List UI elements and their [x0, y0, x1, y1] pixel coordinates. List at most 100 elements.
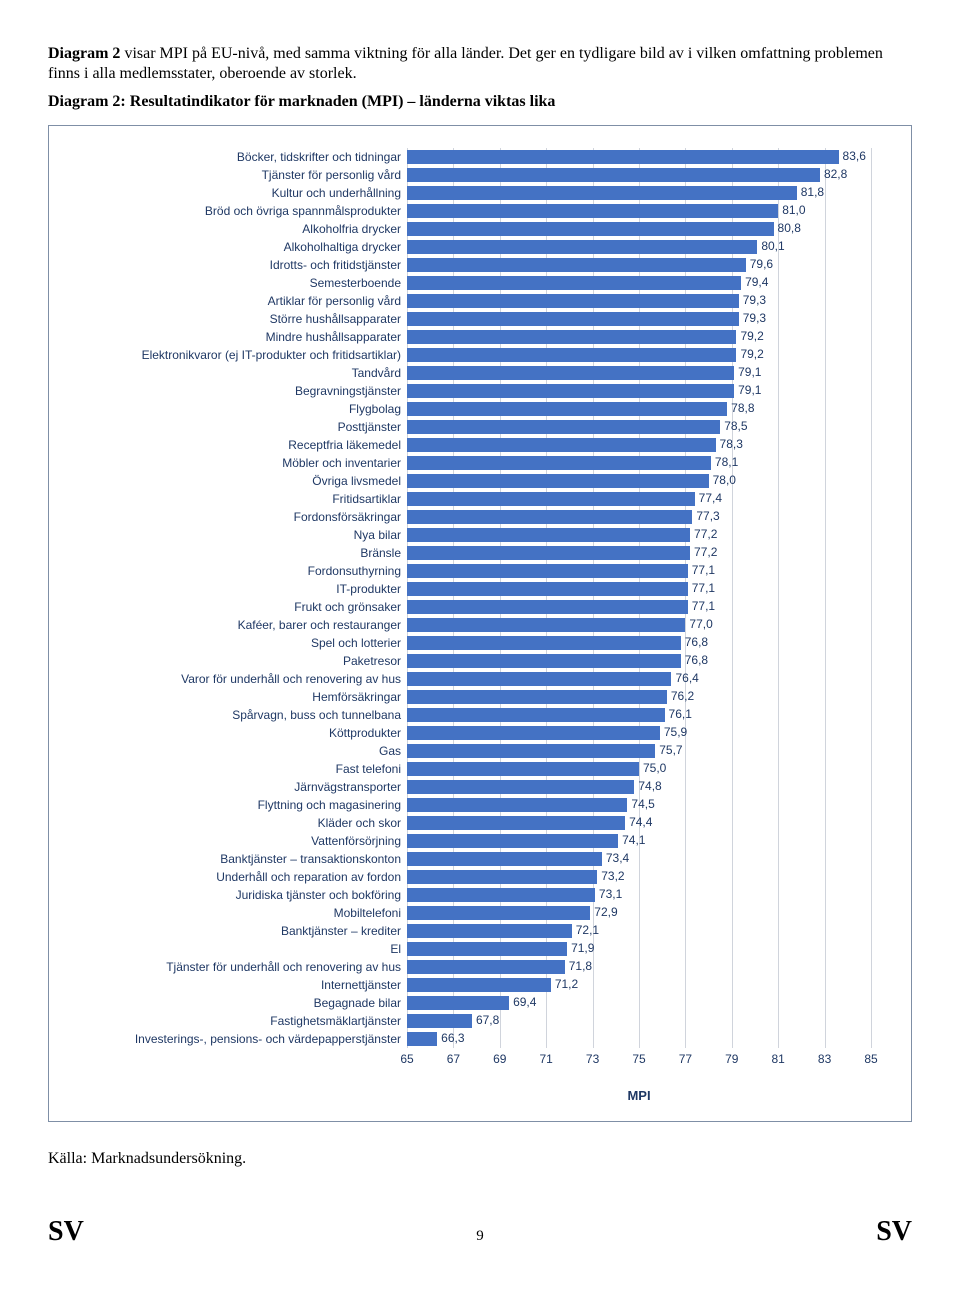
- row-label: Fritidsartiklar: [69, 492, 407, 506]
- value-label: 72,9: [594, 905, 617, 919]
- plot-cell: 75,7: [407, 742, 871, 760]
- bar: [407, 1032, 437, 1046]
- row-label: Banktjänster – transaktionskonton: [69, 852, 407, 866]
- chart-row: Vattenförsörjning74,1: [69, 832, 871, 850]
- bar: [407, 996, 509, 1010]
- row-label: Artiklar för personlig vård: [69, 294, 407, 308]
- x-axis-title: MPI: [407, 1088, 871, 1103]
- bar: [407, 690, 667, 704]
- chart-row: Receptfria läkemedel78,3: [69, 436, 871, 454]
- plot-cell: 79,3: [407, 292, 871, 310]
- chart-row: Begagnade bilar69,4: [69, 994, 871, 1012]
- value-label: 75,7: [659, 743, 682, 757]
- plot-cell: 79,1: [407, 364, 871, 382]
- row-label: Idrotts- och fritidstjänster: [69, 258, 407, 272]
- value-label: 71,2: [555, 977, 578, 991]
- bar: [407, 294, 739, 308]
- row-label: Bränsle: [69, 546, 407, 560]
- row-label: Alkoholfria drycker: [69, 222, 407, 236]
- row-label: Posttjänster: [69, 420, 407, 434]
- chart-row: Elektronikvaror (ej IT-produkter och fri…: [69, 346, 871, 364]
- value-label: 77,1: [692, 563, 715, 577]
- plot-cell: 77,3: [407, 508, 871, 526]
- chart-row: Fordonsförsäkringar77,3: [69, 508, 871, 526]
- value-label: 79,6: [750, 257, 773, 271]
- plot-cell: 83,6: [407, 148, 871, 166]
- plot-cell: 75,0: [407, 760, 871, 778]
- chart-row: Böcker, tidskrifter och tidningar83,6: [69, 148, 871, 166]
- chart-row: Idrotts- och fritidstjänster 79,6: [69, 256, 871, 274]
- chart-row: Investerings-, pensions- och värdepapper…: [69, 1030, 871, 1048]
- x-axis: 6567697173757779818385: [69, 1050, 871, 1072]
- bar: [407, 384, 734, 398]
- chart-row: Större hushållsapparater79,3: [69, 310, 871, 328]
- row-label: Spel och lotterier: [69, 636, 407, 650]
- chart-row: Internettjänster71,2: [69, 976, 871, 994]
- value-label: 81,8: [801, 185, 824, 199]
- value-label: 73,1: [599, 887, 622, 901]
- chart-row: Artiklar för personlig vård79,3: [69, 292, 871, 310]
- chart-rows: Böcker, tidskrifter och tidningar83,6Tjä…: [69, 148, 871, 1048]
- plot-cell: 78,0: [407, 472, 871, 490]
- value-label: 69,4: [513, 995, 536, 1009]
- plot-cell: 74,4: [407, 814, 871, 832]
- x-tick: 75: [632, 1052, 645, 1066]
- x-axis-ticks: 6567697173757779818385: [407, 1050, 871, 1072]
- row-label: Elektronikvaror (ej IT-produkter och fri…: [69, 348, 407, 362]
- row-label: Alkoholhaltiga drycker: [69, 240, 407, 254]
- plot-cell: 79,3: [407, 310, 871, 328]
- chart-row: Tandvård79,1: [69, 364, 871, 382]
- bar: [407, 150, 839, 164]
- bar: [407, 942, 567, 956]
- row-label: Juridiska tjänster och bokföring: [69, 888, 407, 902]
- chart-row: Bränsle77,2: [69, 544, 871, 562]
- x-tick: 67: [447, 1052, 460, 1066]
- value-label: 79,2: [740, 329, 763, 343]
- plot-cell: 73,4: [407, 850, 871, 868]
- chart-row: Begravningstjänster79,1: [69, 382, 871, 400]
- plot-cell: 67,8: [407, 1012, 871, 1030]
- chart-title: Diagram 2: Resultatindikator för marknad…: [48, 93, 912, 111]
- bar: [407, 672, 671, 686]
- bar: [407, 888, 595, 902]
- row-label: Större hushållsapparater: [69, 312, 407, 326]
- value-label: 76,1: [669, 707, 692, 721]
- plot-cell: 78,3: [407, 436, 871, 454]
- row-label: Semesterboende: [69, 276, 407, 290]
- bar: [407, 582, 688, 596]
- plot-cell: 66,3: [407, 1030, 871, 1048]
- page-number: 9: [476, 1228, 484, 1245]
- bar: [407, 744, 655, 758]
- value-label: 78,5: [724, 419, 747, 433]
- plot-cell: 79,2: [407, 346, 871, 364]
- bar: [407, 420, 720, 434]
- intro-paragraph: Diagram 2 visar MPI på EU-nivå, med samm…: [48, 44, 912, 83]
- chart-row: Posttjänster 78,5: [69, 418, 871, 436]
- bar: [407, 708, 665, 722]
- bar: [407, 402, 727, 416]
- row-label: El: [69, 942, 407, 956]
- plot-cell: 76,8: [407, 652, 871, 670]
- row-label: Hemförsäkringar: [69, 690, 407, 704]
- plot-cell: 75,9: [407, 724, 871, 742]
- bar: [407, 348, 736, 362]
- plot-cell: 71,2: [407, 976, 871, 994]
- chart-row: IT-produkter77,1: [69, 580, 871, 598]
- plot-cell: 74,5: [407, 796, 871, 814]
- row-label: Köttprodukter: [69, 726, 407, 740]
- value-label: 77,4: [699, 491, 722, 505]
- value-label: 76,4: [675, 671, 698, 685]
- row-label: Flygbolag: [69, 402, 407, 416]
- plot-cell: 81,0: [407, 202, 871, 220]
- bar: [407, 762, 639, 776]
- value-label: 74,5: [631, 797, 654, 811]
- x-tick: 69: [493, 1052, 506, 1066]
- footer-right: SV: [876, 1216, 912, 1248]
- x-tick: 79: [725, 1052, 738, 1066]
- chart-row: Fastighetsmäklartjänster67,8: [69, 1012, 871, 1030]
- row-label: Bröd och övriga spannmålsprodukter: [69, 204, 407, 218]
- chart-row: Bröd och övriga spannmålsprodukter81,0: [69, 202, 871, 220]
- bar: [407, 492, 695, 506]
- row-label: Gas: [69, 744, 407, 758]
- row-label: Tandvård: [69, 366, 407, 380]
